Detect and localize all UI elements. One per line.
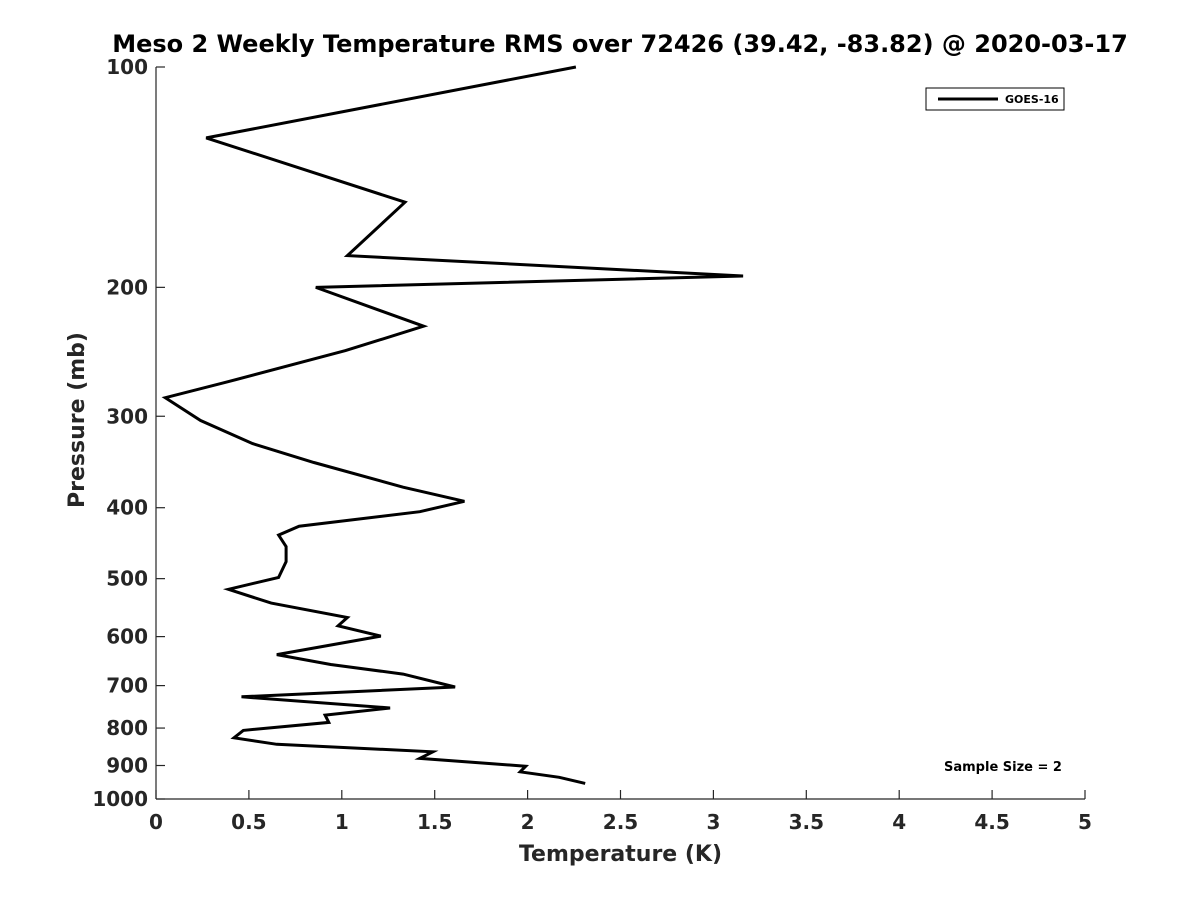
chart-title: Meso 2 Weekly Temperature RMS over 72426… xyxy=(112,30,1128,58)
x-axis-label: Temperature (K) xyxy=(519,842,722,867)
series-line-goes-16 xyxy=(161,65,744,785)
y-axis-ticks: 100 200 300 400 500 600 700 800 900 1000 xyxy=(92,55,165,811)
x-tick-label: 3 xyxy=(706,810,720,834)
y-tick-label: 600 xyxy=(106,625,148,649)
sample-size-annotation: Sample Size = 2 xyxy=(944,760,1062,775)
x-tick-label: 3.5 xyxy=(789,810,824,834)
x-tick-label: 0 xyxy=(149,810,163,834)
y-tick-label: 200 xyxy=(106,275,148,299)
x-tick-label: 4.5 xyxy=(974,810,1009,834)
x-tick-label: 1.5 xyxy=(417,810,452,834)
x-tick-label: 2 xyxy=(521,810,535,834)
x-tick-label: 1 xyxy=(335,810,349,834)
x-tick-label: 5 xyxy=(1078,810,1092,834)
y-tick-label: 500 xyxy=(106,567,148,591)
y-tick-label: 1000 xyxy=(92,787,148,811)
x-axis-ticks: 0 0.5 1 1.5 2 2.5 3 3.5 4 4.5 5 xyxy=(149,790,1092,834)
y-tick-label: 400 xyxy=(106,496,148,520)
legend-label-goes-16: GOES-16 xyxy=(1005,93,1059,106)
y-tick-label: 300 xyxy=(106,404,148,428)
legend: GOES-16 xyxy=(925,87,1065,111)
x-tick-label: 2.5 xyxy=(603,810,638,834)
y-tick-label: 800 xyxy=(106,716,148,740)
x-tick-label: 0.5 xyxy=(231,810,266,834)
x-tick-label: 4 xyxy=(892,810,906,834)
y-tick-label: 900 xyxy=(106,754,148,778)
y-tick-label: 700 xyxy=(106,674,148,698)
y-tick-label: 100 xyxy=(106,55,148,79)
y-axis-label: Pressure (mb) xyxy=(65,332,90,508)
